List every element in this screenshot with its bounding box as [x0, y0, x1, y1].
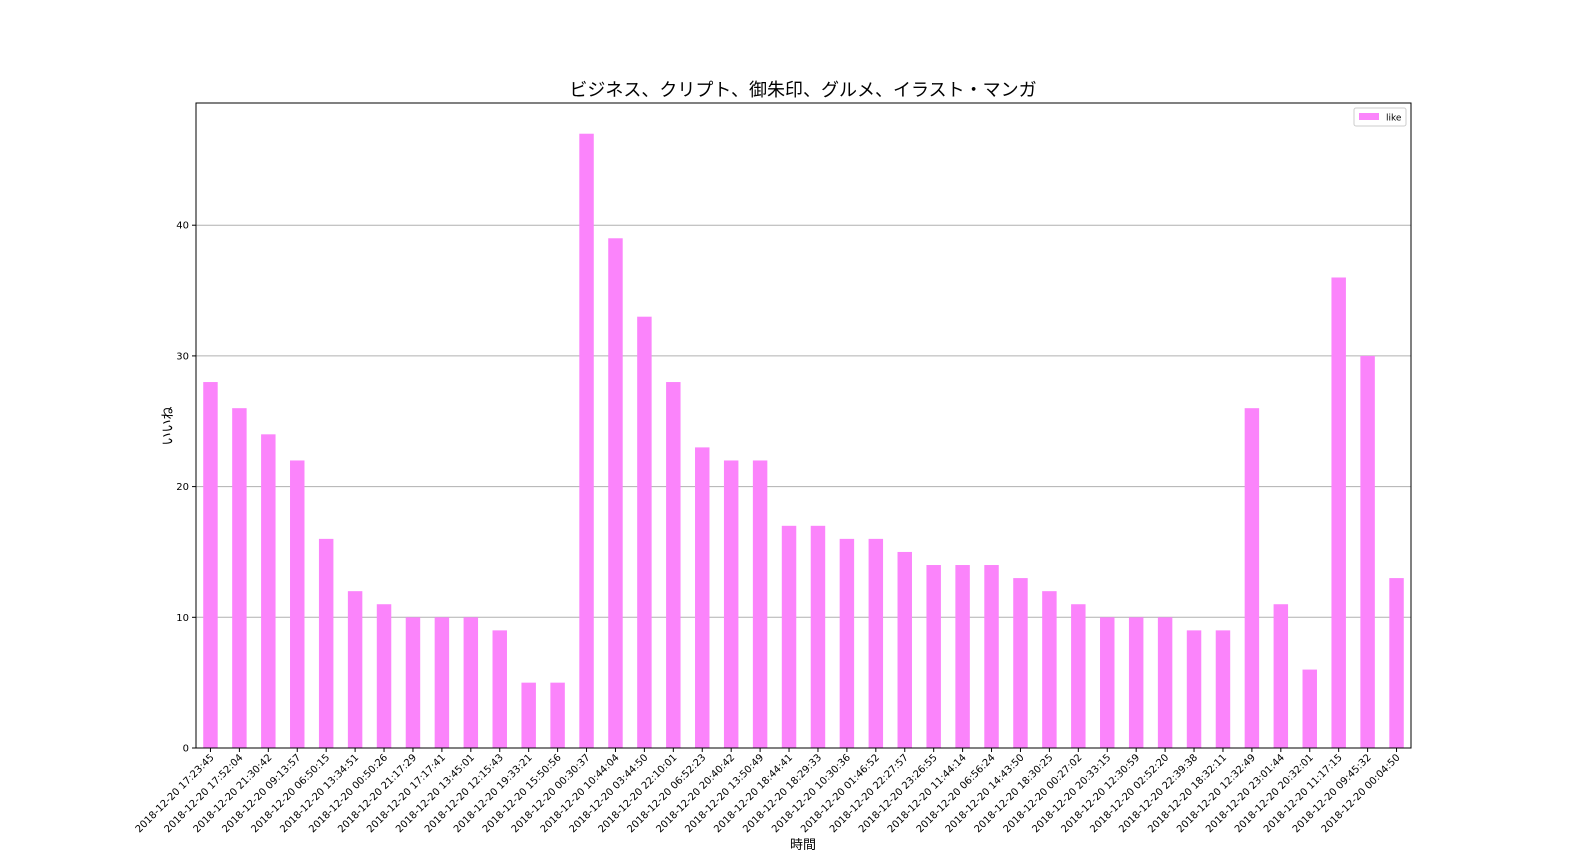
bar — [897, 551, 912, 748]
bar — [810, 525, 826, 748]
bar — [1389, 578, 1404, 748]
bar — [261, 434, 276, 748]
bar — [955, 565, 970, 748]
bar — [579, 133, 594, 748]
bar — [868, 538, 884, 748]
legend-swatch — [1359, 113, 1379, 120]
bar — [232, 408, 247, 748]
y-tick-label: 40 — [176, 221, 189, 232]
bar — [781, 525, 797, 748]
bar — [608, 238, 623, 748]
bar — [1360, 355, 1375, 748]
bar — [926, 565, 941, 748]
bar — [839, 538, 855, 748]
bar — [203, 382, 218, 748]
y-tick-label: 10 — [176, 613, 189, 624]
y-tick-label: 20 — [176, 482, 189, 493]
bar — [434, 617, 450, 748]
bar — [318, 538, 334, 748]
bar — [1244, 408, 1260, 748]
bar — [492, 630, 507, 748]
bar — [1042, 591, 1057, 748]
bar — [723, 460, 739, 748]
bar — [637, 316, 652, 748]
bar — [1071, 604, 1086, 748]
bar — [1186, 630, 1202, 748]
plot-frame — [195, 102, 1412, 749]
bar — [1331, 277, 1346, 748]
y-tick-label: 0 — [183, 744, 189, 755]
chart-title: ビジネス、クリプト、御朱印、グルメ、イラスト・マンガ — [569, 80, 1036, 101]
y-axis-label: いいね — [161, 406, 176, 445]
x-axis-label: 時間 — [790, 838, 816, 853]
bar — [1128, 617, 1144, 748]
legend-box — [1353, 107, 1407, 127]
legend-label: like — [1386, 114, 1402, 124]
y-tick-label: 30 — [176, 351, 189, 362]
bar — [347, 591, 363, 748]
bar — [984, 565, 999, 748]
bar — [752, 460, 768, 748]
bar — [521, 682, 536, 748]
bar — [1013, 578, 1028, 748]
bar — [550, 682, 565, 748]
bar — [1273, 604, 1289, 748]
bar — [376, 604, 392, 748]
bar — [1302, 669, 1317, 748]
bar — [1215, 630, 1231, 748]
bar — [290, 460, 305, 748]
bar — [1157, 617, 1173, 748]
bar — [463, 617, 479, 748]
bar — [666, 382, 681, 748]
bar — [1100, 617, 1115, 748]
bar — [405, 617, 421, 748]
bar — [695, 447, 710, 748]
